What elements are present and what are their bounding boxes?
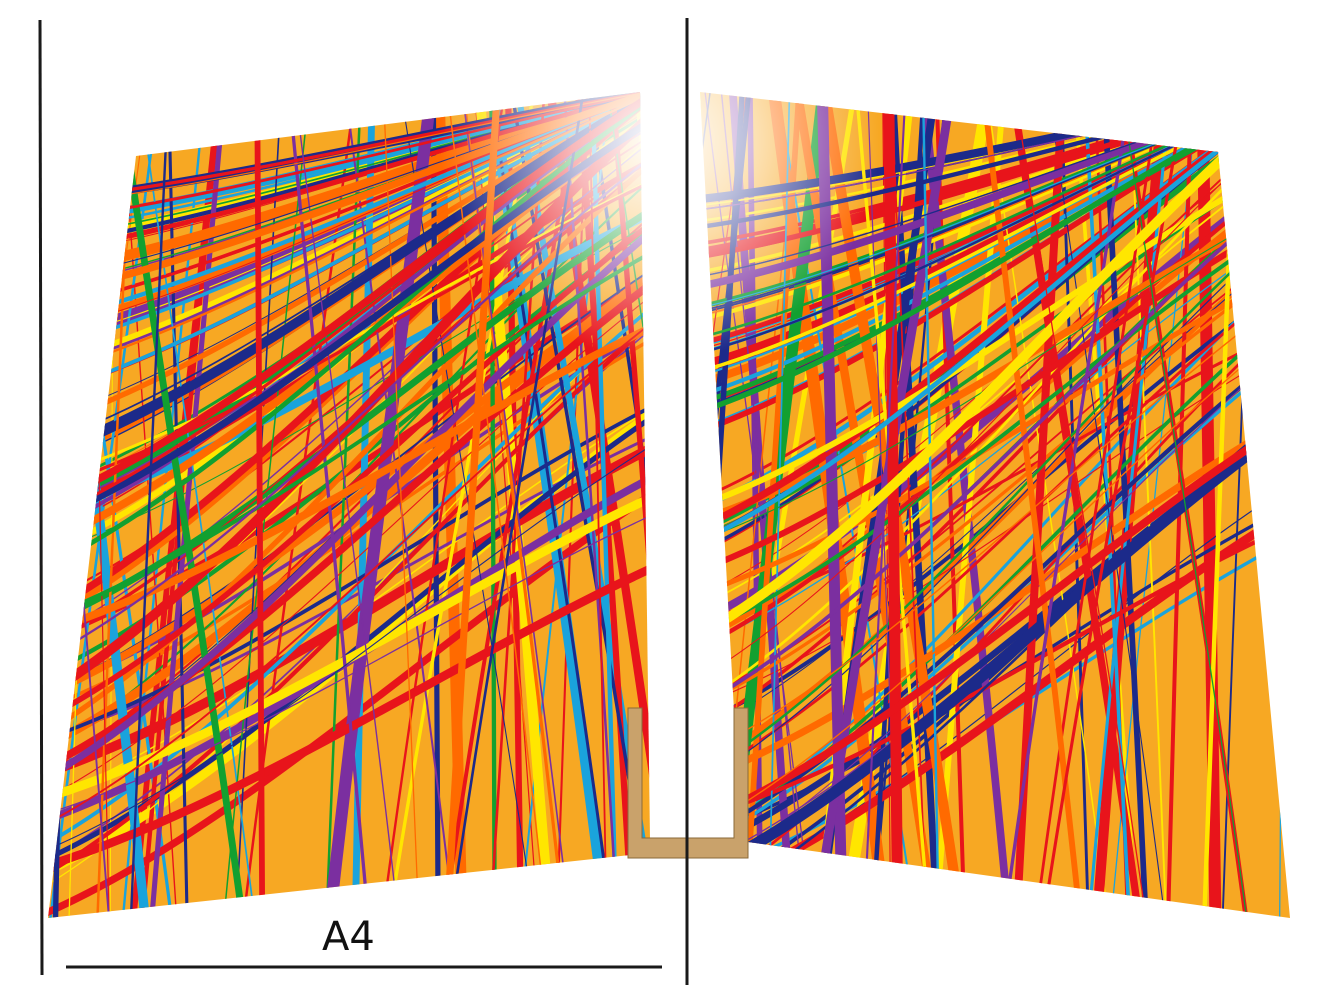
stripe	[1291, 90, 1333, 930]
stripe	[700, 211, 1290, 640]
stripe	[700, 92, 1290, 645]
stripe	[934, 92, 967, 918]
stripe	[700, 110, 1290, 685]
stripe	[980, 92, 1085, 918]
stripe	[48, 489, 650, 804]
stripe	[700, 287, 1290, 761]
stripe	[700, 412, 1290, 885]
stripe	[1013, 92, 1149, 918]
stripe	[700, 344, 1290, 853]
stripe	[1279, 92, 1287, 918]
light-glare	[420, 0, 920, 520]
stripe	[129, 92, 170, 918]
stripe	[1101, 92, 1150, 918]
book-stand	[627, 707, 749, 859]
stripe	[700, 215, 1290, 790]
stripe	[1120, 92, 1249, 918]
stripe	[921, 92, 940, 918]
stripe	[700, 239, 1290, 740]
stripe	[1196, 92, 1222, 918]
stripe	[700, 255, 1290, 712]
stripe	[1040, 92, 1187, 918]
stripe	[48, 510, 650, 817]
stripe	[294, 92, 401, 918]
stripe	[138, 92, 257, 918]
stripe	[700, 114, 1290, 711]
stripe	[254, 92, 266, 918]
dimension-label: A4	[322, 914, 375, 960]
stripe	[1128, 92, 1168, 918]
stripe	[1086, 92, 1173, 918]
stripe	[700, 263, 1290, 600]
stripe	[700, 305, 1290, 903]
stripe	[1288, 92, 1290, 918]
stripe	[700, 318, 1290, 836]
stripe	[324, 92, 363, 918]
stripe	[148, 92, 227, 918]
stripe	[322, 92, 438, 918]
stripe	[700, 411, 1290, 830]
left-guide-line	[38, 19, 44, 976]
stripe	[700, 208, 1290, 782]
stripe	[1033, 92, 1161, 918]
stripe	[700, 179, 1290, 713]
stripe	[1001, 92, 1133, 918]
stripe	[700, 208, 1290, 577]
stripe	[1293, 90, 1333, 930]
stripe	[1300, 90, 1333, 930]
stripe	[382, 92, 420, 918]
stripe	[700, 518, 1290, 824]
stripe	[115, 92, 248, 918]
stripe	[0, 90, 44, 930]
